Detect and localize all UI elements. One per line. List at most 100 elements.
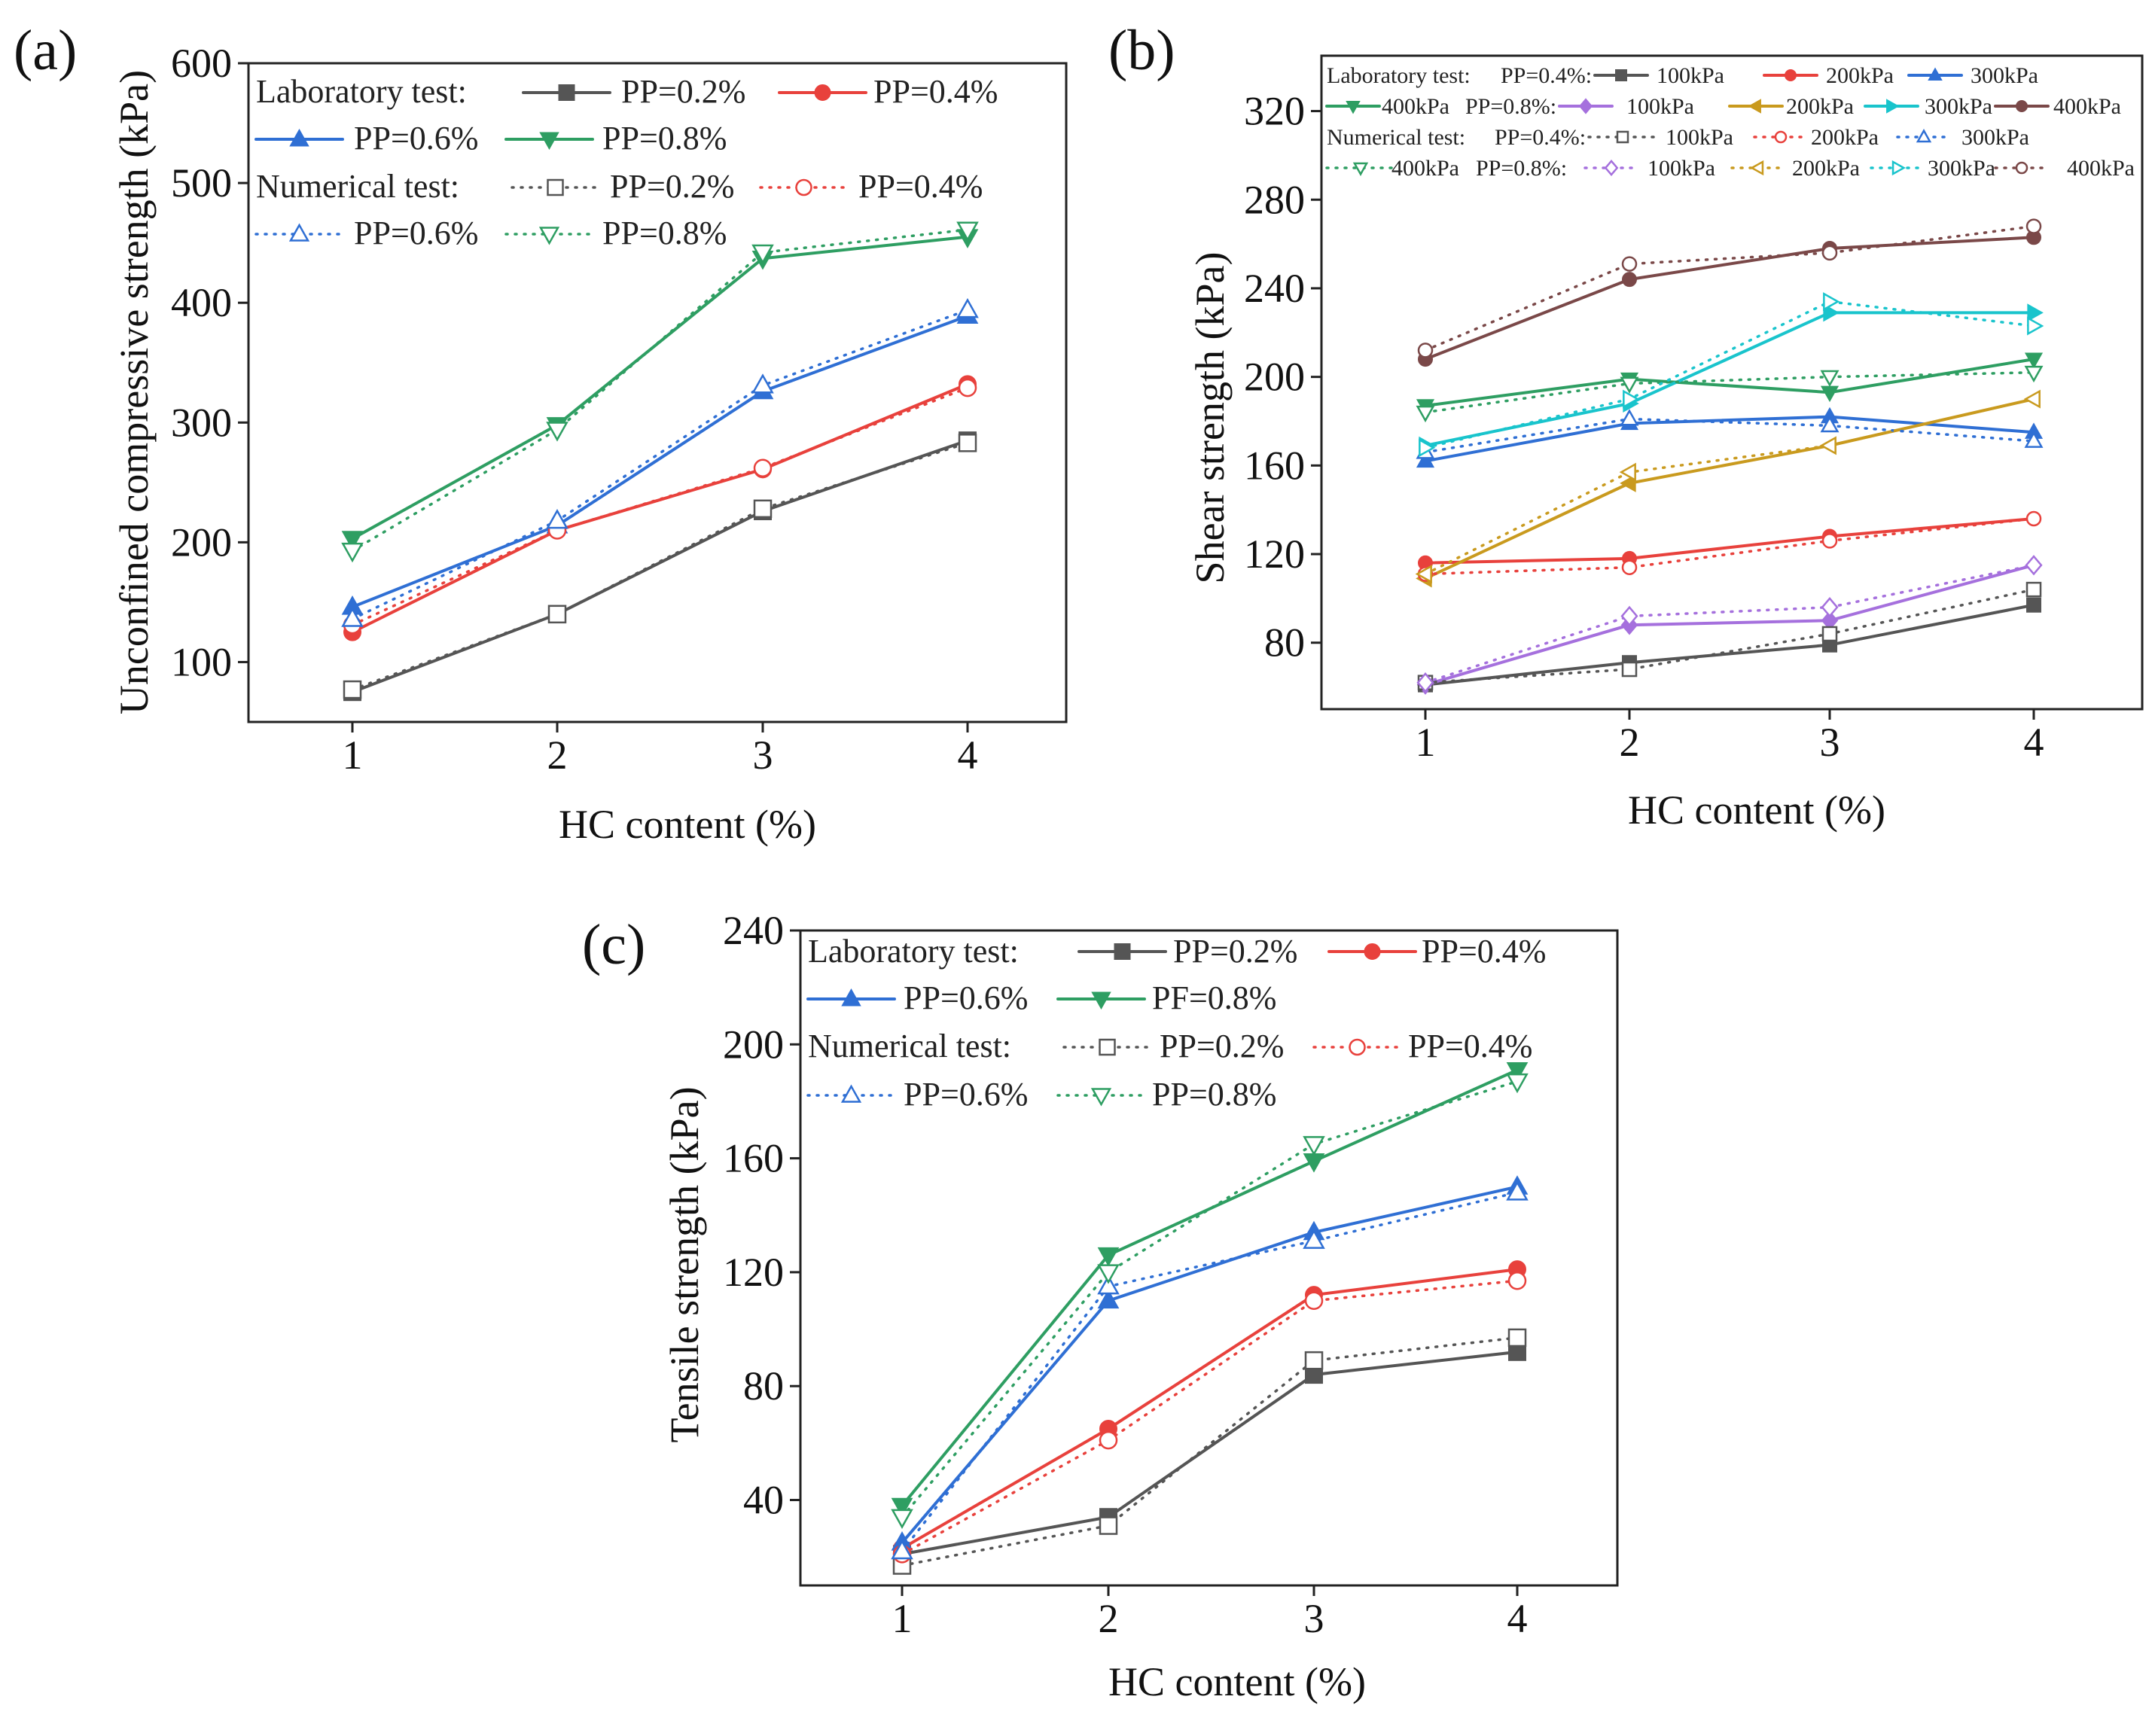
data-point-c-7-0	[891, 1509, 913, 1529]
data-point-b-9-2	[1821, 533, 1838, 549]
legend-num-title-c: Numerical test:	[808, 1028, 1011, 1064]
x-tick-label-a-3: 4	[958, 732, 978, 778]
x-tick-label-b-2: 3	[1820, 720, 1840, 765]
series-line-b-9	[1424, 517, 2035, 576]
data-point-b-10-1	[1620, 409, 1639, 426]
plot-frame-c	[799, 929, 1619, 1587]
legend-entry-c-4: PP=0.2%	[1062, 1028, 1284, 1064]
series-line-b-11	[1424, 371, 2035, 414]
legend-marker-b-2	[1928, 67, 1943, 81]
y-tick-label-b-4: 240	[1244, 266, 1305, 311]
y-tick-label-b-1: 120	[1244, 531, 1305, 577]
legend-marker-group-c-1	[1364, 943, 1381, 960]
legend-label-b-5: 200kPa	[1786, 94, 1854, 119]
chart-panel-a: (a) Unconfined compressive strength (kPa…	[14, 19, 1068, 847]
legend-marker-a-3	[539, 132, 559, 151]
data-point-a-6-3	[956, 297, 979, 318]
series-line-b-4	[1424, 563, 2035, 687]
data-point-c-5-3	[1507, 1272, 1527, 1290]
data-point-c-5-1	[1099, 1430, 1118, 1450]
x-tick-label-b-3: 4	[2024, 720, 2044, 765]
data-point-b-12-2	[1821, 597, 1839, 618]
y-tick-label-a-5: 600	[171, 41, 232, 86]
y-tick-label-b-6: 320	[1244, 89, 1305, 134]
legend-marker-group-b-10	[1916, 129, 1932, 143]
legend-marker-b-5	[1748, 99, 1761, 114]
legend-marker-b-10	[1916, 129, 1932, 143]
legend-marker-a-0	[558, 84, 575, 101]
legend-entry-c-5: PP=0.4%	[1312, 1028, 1532, 1064]
y-tick-label-b-0: 80	[1264, 620, 1305, 665]
y-tick-label-c-4: 200	[723, 1022, 784, 1067]
data-point-b-14-1	[1623, 389, 1640, 409]
legend-label-c-7: PP=0.8%	[1152, 1076, 1276, 1113]
series-line-a-3	[351, 235, 969, 541]
legend-marker-b-3	[1346, 101, 1361, 114]
legend-marker-c-3	[1091, 991, 1111, 1010]
legend-group1-num-b: PP=0.4%:	[1495, 125, 1586, 150]
legend-marker-b-15	[2015, 161, 2029, 175]
data-point-b-6-2	[1823, 303, 1840, 322]
y-tick-label-c-0: 40	[743, 1478, 784, 1523]
data-point-a-7-0	[341, 542, 364, 563]
series-line-b-7	[1424, 236, 2035, 361]
legend-label-a-0: PP=0.2%	[621, 73, 745, 110]
y-tick-label-c-3: 160	[723, 1136, 784, 1181]
series-group-c	[891, 1061, 1529, 1575]
legend-marker-group-b-6	[1886, 99, 1900, 114]
data-point-b-14-0	[1419, 438, 1436, 458]
x-axis-title-a: HC content (%)	[559, 802, 816, 847]
data-point-b-13-0	[1415, 565, 1432, 583]
legend-label-b-3: 400kPa	[1382, 94, 1449, 119]
y-tick-label-c-1: 80	[743, 1363, 784, 1409]
legend-entry-c-6: PP=0.6%	[806, 1076, 1028, 1113]
legend-marker-group-c-6	[840, 1084, 862, 1103]
series-line-c-7	[901, 1080, 1519, 1518]
data-point-b-5-1	[1620, 474, 1636, 492]
data-point-b-14-3	[2027, 316, 2044, 336]
legend-entry-b-10: 300kPa	[1896, 125, 2029, 150]
legend-marker-group-c-3	[1091, 991, 1111, 1010]
legend-marker-a-7	[538, 227, 560, 245]
axis-ticks-b: 1 2 3 4 80 120 160 200 240 280 320	[1244, 89, 2044, 765]
legend-marker-group-a-7	[538, 227, 560, 245]
legend-label-a-1: PP=0.4%	[873, 73, 998, 110]
legend-marker-b-1	[1785, 69, 1797, 81]
legend-marker-a-1	[814, 84, 831, 101]
legend-entry-b-11: 400kPa	[1325, 156, 1459, 181]
data-point-b-8-2	[1821, 626, 1838, 642]
y-tick-label-a-4: 500	[171, 160, 232, 206]
x-tick-label-a-0: 1	[343, 732, 363, 778]
data-point-b-10-3	[2024, 431, 2044, 448]
legend-marker-group-b-12	[1604, 159, 1619, 177]
y-axis-title-c: Tensile strength (kPa)	[662, 1086, 707, 1442]
data-point-b-13-3	[2023, 389, 2041, 409]
data-point-c-7-2	[1303, 1136, 1325, 1156]
data-point-c-4-1	[1099, 1516, 1118, 1535]
data-point-a-4-2	[753, 499, 773, 519]
y-tick-label-a-0: 100	[171, 639, 232, 684]
legend-marker-b-6	[1886, 99, 1900, 114]
legend-marker-a-6	[288, 223, 310, 242]
legend-marker-c-1	[1364, 943, 1381, 960]
x-tick-label-c-0: 1	[892, 1596, 913, 1641]
series-line-b-10	[1424, 417, 2035, 454]
legend-marker-group-b-11	[1352, 162, 1369, 176]
data-point-a-3-0	[341, 531, 364, 550]
data-point-b-15-1	[1621, 256, 1638, 272]
y-axis-title-a: Unconfined compressive strength (kPa)	[111, 70, 157, 714]
data-point-c-7-1	[1097, 1264, 1120, 1284]
legend-label-c-3: PF=0.8%	[1152, 979, 1276, 1016]
series-line-a-7	[351, 228, 969, 553]
series-line-b-0	[1424, 603, 2035, 687]
legend-a: Laboratory test: PP=0.2% PP=0.4% PP=0.6%…	[255, 73, 998, 251]
data-point-b-12-3	[2025, 555, 2043, 576]
legend-label-b-11: 400kPa	[1391, 156, 1459, 181]
data-point-b-8-3	[2025, 581, 2042, 598]
series-line-b-12	[1424, 563, 2035, 684]
series-line-c-4	[901, 1336, 1519, 1567]
legend-entry-a-1: PP=0.4%	[778, 73, 998, 110]
legend-entry-a-0: PP=0.2%	[522, 73, 745, 110]
legend-label-b-0: 100kPa	[1657, 63, 1724, 88]
legend-entry-c-1: PP=0.4%	[1327, 933, 1546, 970]
